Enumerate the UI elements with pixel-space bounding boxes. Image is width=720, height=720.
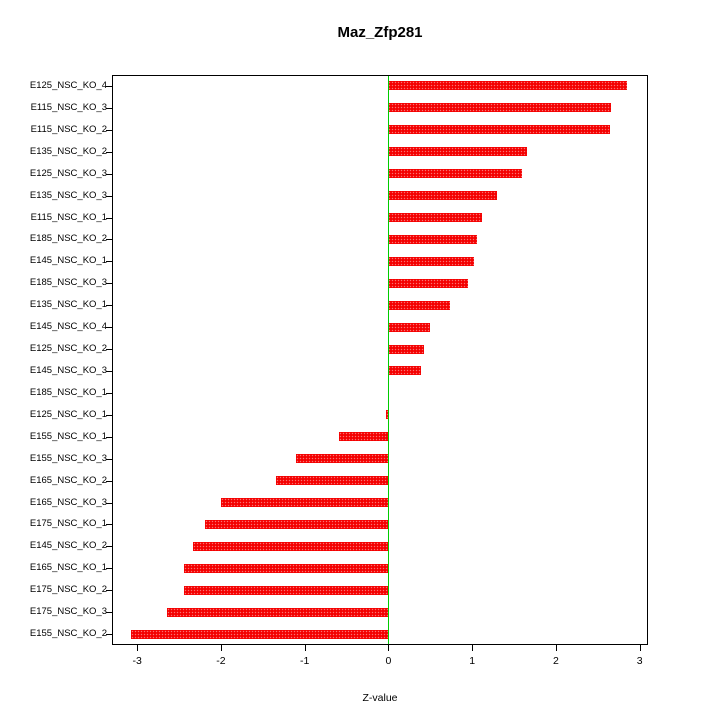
x-tick-label: -3 bbox=[132, 655, 142, 667]
y-tick-mark bbox=[106, 151, 112, 153]
y-tick-label: E115_NSC_KO_2 bbox=[30, 123, 107, 135]
x-tick-mark bbox=[555, 645, 557, 651]
y-tick-label: E155_NSC_KO_1 bbox=[29, 430, 107, 442]
bar bbox=[388, 322, 431, 332]
y-tick-mark bbox=[106, 568, 112, 570]
bar bbox=[167, 607, 389, 617]
bar bbox=[276, 476, 389, 486]
bar bbox=[388, 191, 498, 201]
bar bbox=[388, 366, 422, 376]
y-tick-label: E125_NSC_KO_1 bbox=[29, 408, 107, 420]
y-tick-mark bbox=[106, 107, 112, 109]
bar bbox=[184, 585, 389, 595]
y-tick-label: E145_NSC_KO_3 bbox=[29, 364, 107, 376]
y-tick-label: E175_NSC_KO_2 bbox=[29, 584, 107, 596]
y-tick-mark bbox=[106, 173, 112, 175]
y-tick-mark bbox=[106, 261, 112, 263]
y-tick-mark bbox=[106, 392, 112, 394]
y-tick-mark bbox=[106, 436, 112, 438]
y-tick-label: E185_NSC_KO_3 bbox=[29, 277, 107, 289]
y-tick-mark bbox=[106, 283, 112, 285]
bar bbox=[388, 147, 527, 157]
bar bbox=[388, 81, 628, 91]
y-tick-mark bbox=[106, 590, 112, 592]
x-tick-mark bbox=[388, 645, 390, 651]
y-tick-label: E115_NSC_KO_3 bbox=[30, 101, 107, 113]
y-tick-label: E125_NSC_KO_4 bbox=[29, 79, 107, 91]
y-tick-label: E135_NSC_KO_2 bbox=[29, 145, 107, 157]
y-tick-label: E125_NSC_KO_2 bbox=[29, 343, 107, 355]
bar bbox=[388, 300, 450, 310]
y-tick-mark bbox=[106, 414, 112, 416]
y-tick-mark bbox=[106, 349, 112, 351]
x-tick-mark bbox=[137, 645, 139, 651]
x-tick-label: -1 bbox=[299, 655, 310, 667]
y-tick-mark bbox=[106, 458, 112, 460]
bar bbox=[388, 169, 523, 179]
y-tick-mark bbox=[106, 370, 112, 372]
y-tick-mark bbox=[106, 129, 112, 131]
y-tick-mark bbox=[106, 524, 112, 526]
bar bbox=[385, 410, 389, 420]
y-tick-label: E175_NSC_KO_1 bbox=[29, 518, 107, 530]
y-tick-label: E145_NSC_KO_2 bbox=[29, 540, 107, 552]
chart-title: Maz_Zfp281 bbox=[337, 24, 423, 41]
y-tick-label: E175_NSC_KO_3 bbox=[29, 606, 107, 618]
y-tick-mark bbox=[106, 502, 112, 504]
bar bbox=[388, 213, 483, 222]
x-tick-mark bbox=[472, 645, 474, 651]
y-tick-mark bbox=[106, 239, 112, 241]
bar bbox=[204, 519, 389, 529]
y-tick-mark bbox=[106, 546, 112, 548]
bar bbox=[193, 541, 389, 551]
y-tick-label: E145_NSC_KO_4 bbox=[29, 321, 107, 333]
y-tick-mark bbox=[106, 85, 112, 87]
y-tick-label: E155_NSC_KO_3 bbox=[29, 452, 107, 464]
y-tick-label: E145_NSC_KO_1 bbox=[29, 255, 107, 267]
x-tick-mark bbox=[220, 645, 222, 651]
y-tick-mark bbox=[106, 305, 112, 307]
bar bbox=[388, 256, 474, 266]
plot-area bbox=[112, 75, 648, 645]
y-tick-mark bbox=[106, 195, 112, 197]
x-tick-label: 3 bbox=[636, 655, 643, 667]
x-tick-label: 0 bbox=[385, 655, 392, 667]
y-tick-label: E165_NSC_KO_2 bbox=[29, 474, 107, 486]
y-tick-label: E185_NSC_KO_2 bbox=[29, 233, 107, 245]
bar bbox=[131, 629, 389, 639]
y-tick-mark bbox=[106, 634, 112, 636]
y-tick-label: E165_NSC_KO_1 bbox=[29, 562, 107, 574]
x-axis-label: Z-value bbox=[362, 692, 398, 704]
y-tick-label: E115_NSC_KO_1 bbox=[30, 211, 107, 223]
y-tick-mark bbox=[106, 327, 112, 329]
bar bbox=[388, 125, 611, 135]
y-tick-label: E135_NSC_KO_1 bbox=[29, 299, 107, 311]
x-tick-mark bbox=[304, 645, 306, 651]
bar bbox=[184, 563, 389, 573]
zero-line bbox=[388, 76, 390, 644]
y-tick-label: E155_NSC_KO_2 bbox=[29, 628, 107, 640]
bar bbox=[388, 234, 478, 244]
bar bbox=[338, 432, 389, 442]
y-tick-mark bbox=[106, 480, 112, 482]
bar bbox=[388, 103, 612, 113]
bar bbox=[388, 278, 468, 288]
y-tick-mark bbox=[106, 612, 112, 614]
x-tick-label: 2 bbox=[552, 655, 559, 667]
y-tick-label: E125_NSC_KO_3 bbox=[29, 167, 107, 179]
x-tick-label: 1 bbox=[469, 655, 476, 667]
y-tick-label: E135_NSC_KO_3 bbox=[29, 189, 107, 201]
x-tick-mark bbox=[639, 645, 641, 651]
bar bbox=[220, 498, 389, 507]
y-tick-label: E185_NSC_KO_1 bbox=[29, 386, 107, 398]
x-tick-label: -2 bbox=[216, 655, 226, 667]
y-tick-mark bbox=[106, 217, 112, 219]
bar bbox=[388, 344, 424, 354]
bar bbox=[296, 454, 389, 464]
y-tick-label: E165_NSC_KO_3 bbox=[29, 496, 107, 508]
